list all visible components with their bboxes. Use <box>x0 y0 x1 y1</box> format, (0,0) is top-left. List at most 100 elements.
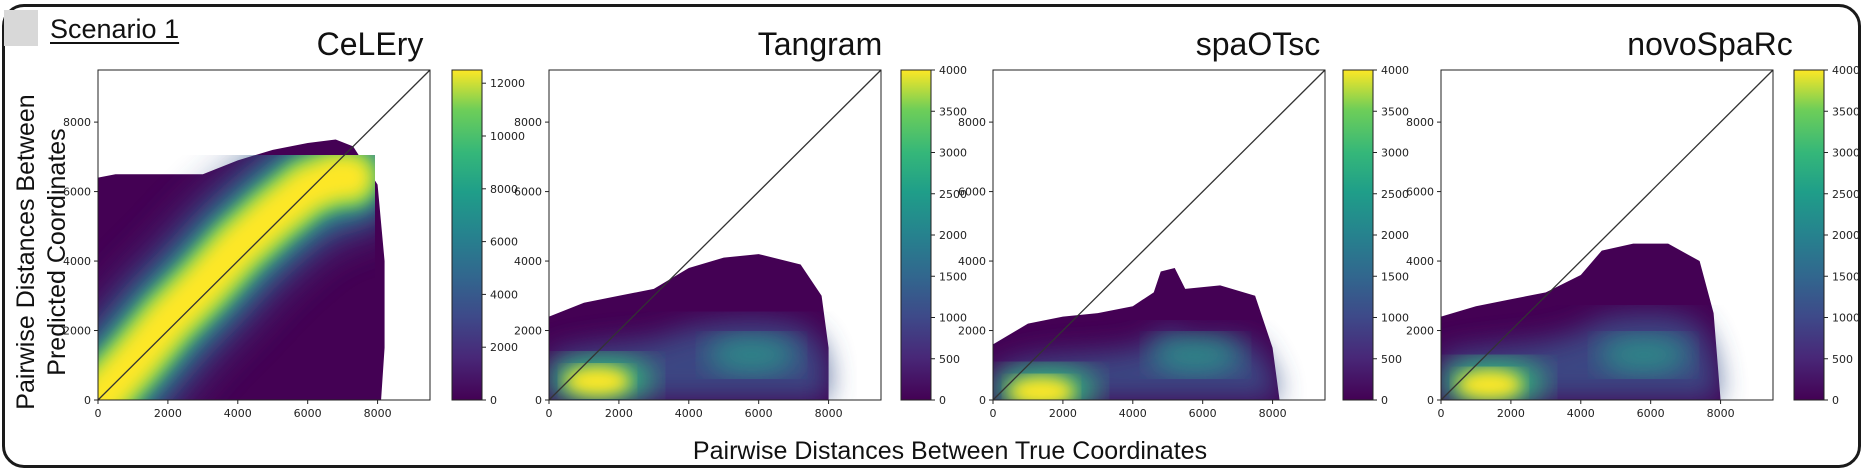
x-tick-label: 2000 <box>605 407 633 420</box>
colorbar-tick-label: 4000 <box>1832 64 1860 77</box>
colorbar-tick-label: 8000 <box>490 183 518 196</box>
identity-line <box>992 69 1326 401</box>
y-tick-label: 6000 <box>958 186 986 199</box>
y-tick-label: 8000 <box>1406 116 1434 129</box>
density-2 <box>549 254 829 400</box>
y-tick-label: 0 <box>84 394 91 407</box>
x-tick-label: 4000 <box>1119 407 1147 420</box>
colorbar-tick-label: 3000 <box>1832 147 1860 160</box>
density-secondary-mode <box>1597 335 1691 375</box>
colorbar-tick-label: 1500 <box>1832 270 1860 283</box>
x-tick-label: 2000 <box>1049 407 1077 420</box>
x-tick-label: 4000 <box>1567 407 1595 420</box>
y-tick-label: 8000 <box>958 116 986 129</box>
y-tick-label: 0 <box>535 394 542 407</box>
x-tick-label: 4000 <box>675 407 703 420</box>
y-tick-label: 4000 <box>514 255 542 268</box>
colorbar-tick-label: 2500 <box>1381 188 1409 201</box>
axes-frame <box>992 69 1326 401</box>
density-3 <box>993 268 1280 400</box>
x-tick-label: 8000 <box>364 407 392 420</box>
chart-2: 0 2000 4000 6000 8000 0 2000 4000 6000 8000 Tangra… <box>514 26 967 420</box>
y-tick-label: 4000 <box>958 255 986 268</box>
y-tick-label: 8000 <box>63 116 91 129</box>
density-band-core <box>98 156 371 400</box>
colorbar-tick-label: 1500 <box>939 270 967 283</box>
x-tick-label: 0 <box>1438 407 1445 420</box>
density-4 <box>1441 243 1721 400</box>
colorbar-tick-label: 3000 <box>939 147 967 160</box>
x-tick-label: 6000 <box>745 407 773 420</box>
colorbar <box>1342 69 1374 401</box>
colorbar-tick-label: 4000 <box>939 64 967 77</box>
x-tick-label: 0 <box>990 407 997 420</box>
y-tick-label: 8000 <box>514 116 542 129</box>
x-tick-label: 2000 <box>1497 407 1525 420</box>
y-tick-label: 2000 <box>1406 325 1434 338</box>
identity-line <box>1440 69 1774 401</box>
colorbar-tick-label: 3500 <box>1832 105 1860 118</box>
identity-line <box>97 69 431 401</box>
colorbar-tick-label: 3500 <box>939 105 967 118</box>
corner-tab <box>4 10 38 46</box>
x-axis-label: Pairwise Distances Between True Coordina… <box>692 437 1208 465</box>
scenario-label: Scenario 1 <box>50 14 180 44</box>
chart-title: CeLEry <box>317 26 424 62</box>
identity-line <box>548 69 882 401</box>
colorbar-tick-label: 500 <box>1381 353 1402 366</box>
colorbar-tick-label: 0 <box>490 394 497 407</box>
colorbar-tick-label: 1500 <box>1381 270 1409 283</box>
axes-frame <box>548 69 882 401</box>
x-tick-label: 8000 <box>1259 407 1287 420</box>
colorbar-tick-label: 4000 <box>1381 64 1409 77</box>
x-tick-label: 0 <box>95 407 102 420</box>
x-tick-label: 4000 <box>224 407 252 420</box>
density-1 <box>98 122 405 400</box>
colorbar-tick-label: 6000 <box>490 236 518 249</box>
chart-1: 0 2000 4000 6000 8000 0 2000 4000 6000 8000 CeLEry… <box>63 26 525 420</box>
x-tick-label: 8000 <box>1707 407 1735 420</box>
y-tick-label: 0 <box>979 394 986 407</box>
x-tick-label: 8000 <box>815 407 843 420</box>
colorbar-tick-label: 12000 <box>490 77 525 90</box>
chart-3: 0 2000 4000 6000 8000 0 2000 4000 6000 8000 spaOTs… <box>958 26 1409 420</box>
colorbar-tick-label: 3000 <box>1381 147 1409 160</box>
colorbar <box>451 69 483 401</box>
colorbar-tick-label: 500 <box>1832 353 1853 366</box>
density-hot-spot <box>1008 376 1075 400</box>
y-tick-label: 2000 <box>63 325 91 338</box>
colorbar <box>900 69 932 401</box>
density-secondary-mode <box>1149 335 1243 375</box>
chart-title: novoSpaRc <box>1627 26 1792 62</box>
chart-4: 0 2000 4000 6000 8000 0 2000 4000 6000 8000 novoSp… <box>1406 26 1860 420</box>
x-tick-label: 0 <box>546 407 553 420</box>
y-tick-label: 6000 <box>63 186 91 199</box>
axes-frame <box>97 69 431 401</box>
y-tick-label: 0 <box>1427 394 1434 407</box>
y-tick-label: 6000 <box>1406 186 1434 199</box>
x-tick-label: 2000 <box>154 407 182 420</box>
colorbar-tick-label: 2500 <box>1832 188 1860 201</box>
x-tick-label: 6000 <box>294 407 322 420</box>
colorbar-tick-label: 0 <box>1832 394 1839 407</box>
colorbar-tick-label: 4000 <box>490 288 518 301</box>
density-secondary-mode <box>705 335 799 375</box>
y-tick-label: 6000 <box>514 186 542 199</box>
colorbar-tick-label: 3500 <box>1381 105 1409 118</box>
colorbar-tick-label: 2000 <box>1381 229 1409 242</box>
figure-frame <box>2 4 1861 468</box>
colorbar <box>1793 69 1825 401</box>
chart-title: Tangram <box>758 26 883 62</box>
colorbar-tick-label: 2000 <box>1832 229 1860 242</box>
colorbar-tick-label: 2500 <box>939 188 967 201</box>
colorbar-tick-label: 2000 <box>490 341 518 354</box>
colorbar-tick-label: 500 <box>939 353 960 366</box>
colorbar-tick-label: 1000 <box>1381 312 1409 325</box>
chart-title: spaOTsc <box>1196 26 1320 62</box>
y-tick-label: 2000 <box>958 325 986 338</box>
y-tick-label: 4000 <box>1406 255 1434 268</box>
colorbar-tick-label: 1000 <box>1832 312 1860 325</box>
colorbar-tick-label: 10000 <box>490 130 525 143</box>
density-hot-spot <box>564 366 631 397</box>
